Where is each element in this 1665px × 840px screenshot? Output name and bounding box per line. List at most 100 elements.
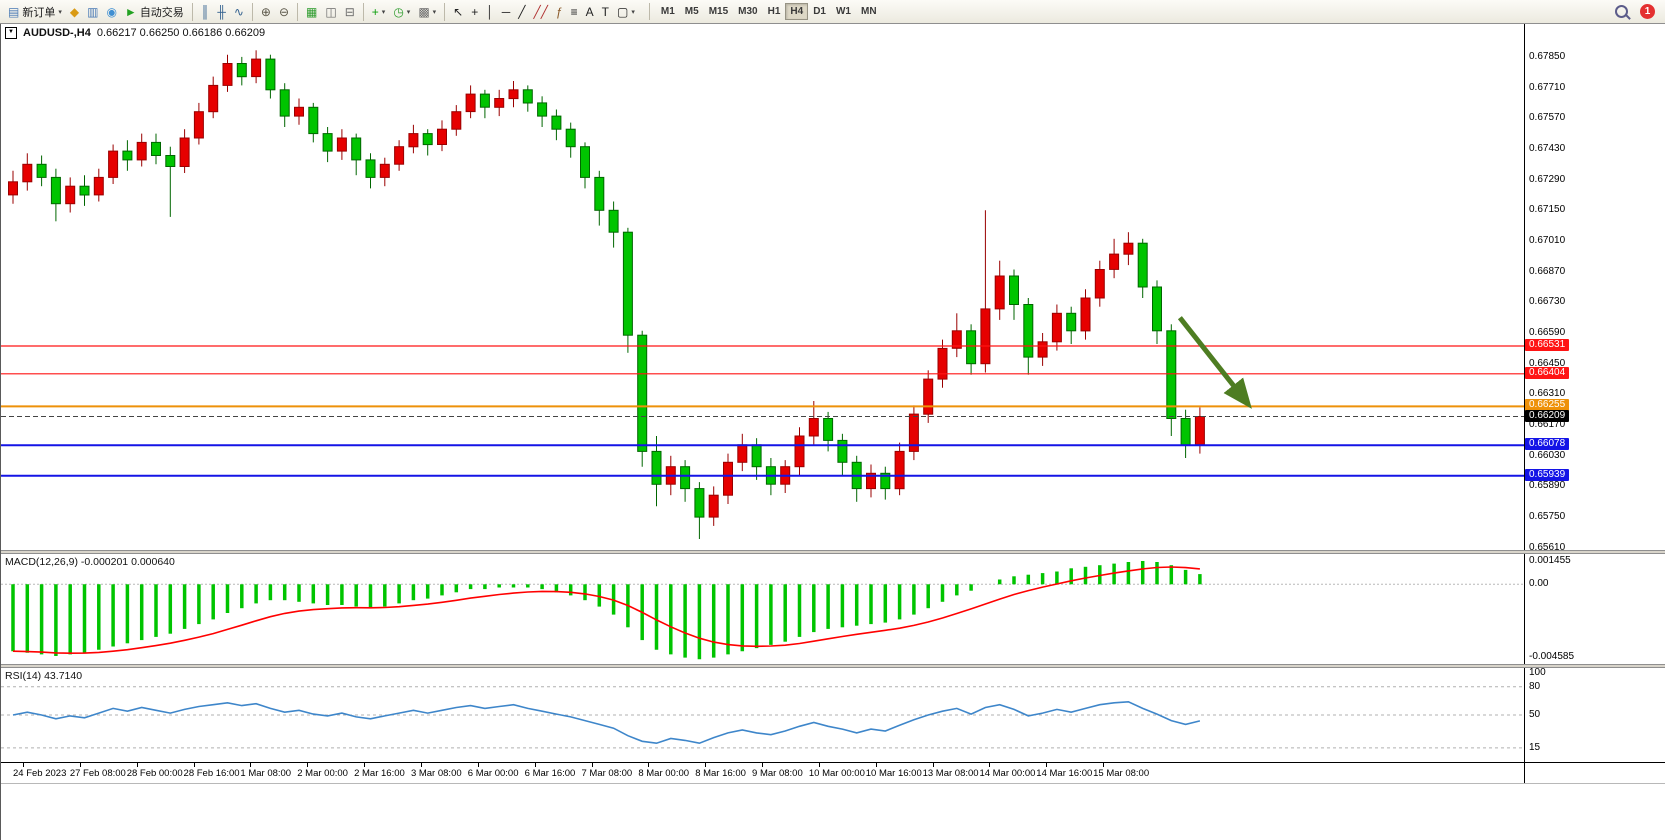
time-axis-label: 10 Mar 00:00 [808, 768, 865, 779]
rsi-indicator-panel[interactable]: RSI(14) 43.7140 [1, 668, 1525, 762]
bar-chart-mode-button[interactable]: ║ [197, 2, 214, 22]
charts-list-button[interactable]: ▥ [83, 2, 102, 22]
toolbar-button-groups: ▤ 新订单 ▾ ◆ ▥ ◉ ► 自动交易 ║ ╫ ∿ ⊕ ⊖ ▦ ◫ ⊟ + ▾ ◷ ▾ ▩ ▾ ↖ + │ ─ ╱ ╱╱ ƒ ≡ A T ▢ ▾ [4, 2, 639, 22]
candle [608, 201, 619, 248]
label-tool-button[interactable]: T [598, 2, 613, 22]
time-axis-label: 6 Mar 00:00 [467, 768, 519, 779]
zoom-in-icon: ⊕ [260, 4, 271, 19]
text-tool-icon: A [585, 4, 594, 19]
candle [494, 89, 505, 117]
candle [208, 76, 219, 119]
channel-tool-button[interactable]: ╱╱ [530, 2, 552, 22]
timeframe-m1-button[interactable]: M1 [656, 3, 680, 20]
candlestick-plot[interactable] [1, 24, 1524, 550]
time-axis-label: 2 Mar 00:00 [297, 768, 348, 779]
candle [108, 144, 119, 184]
crosshair-tool-button[interactable]: + [467, 2, 482, 22]
trendline-tool-button[interactable]: ╱ [514, 2, 529, 22]
zoom-in-button[interactable]: ⊕ [257, 2, 275, 22]
candle [1137, 238, 1148, 298]
candle [880, 466, 891, 500]
arrow-annotation[interactable] [1177, 316, 1252, 409]
axis-corner [1525, 763, 1665, 783]
candle [951, 313, 962, 358]
cursor-tool-button[interactable]: ↖ [449, 2, 467, 22]
candle [322, 127, 333, 163]
new-order-button[interactable]: ▤ 新订单 ▾ [4, 2, 66, 22]
text-tool-button[interactable]: A [582, 2, 598, 22]
candle [422, 129, 433, 156]
candle [294, 98, 304, 125]
candle [694, 482, 705, 539]
price-axis-label: 0.67290 [1529, 173, 1566, 185]
candle [737, 433, 748, 472]
caret-down-icon: ▾ [432, 8, 437, 16]
timeframe-h4-button[interactable]: H4 [785, 3, 809, 20]
timeframe-m15-button[interactable]: M15 [704, 3, 733, 20]
templates-button[interactable]: ▩ ▾ [414, 2, 440, 22]
price-axis-label: 0.67430 [1529, 142, 1566, 154]
shapes-tool-button[interactable]: ▢ ▾ [613, 2, 639, 22]
macd-axis-label: 0.001455 [1529, 555, 1571, 567]
timeframe-d1-button[interactable]: D1 [808, 3, 831, 20]
chart-profile-icon: ◆ [69, 4, 80, 19]
candle [251, 50, 262, 84]
time-axis-label: 28 Feb 00:00 [126, 768, 183, 779]
price-badge: 0.65939 [1525, 468, 1570, 481]
time-axis-tick [79, 763, 81, 767]
price-badge: 0.66078 [1525, 438, 1570, 451]
timeframe-w1-button[interactable]: W1 [831, 3, 856, 20]
autotrade-button[interactable]: ► 自动交易 [121, 2, 188, 22]
timeframe-m5-button[interactable]: M5 [680, 3, 704, 20]
candle [937, 339, 948, 388]
timeframe-mn-button[interactable]: MN [856, 3, 882, 20]
cascade-windows-button[interactable]: ⊟ [341, 2, 359, 22]
collapse-subwindow-button[interactable]: ▼ [5, 27, 17, 39]
price-chart-canvas[interactable]: ▼ AUDUSD-,H4 0.66217 0.66250 0.66186 0.6… [1, 24, 1525, 550]
candle [723, 453, 733, 504]
time-axis[interactable]: 24 Feb 2023 27 Feb 08:00 28 Feb 00:00 28 Fe… [1, 763, 1525, 783]
macd-plot-svg [1, 561, 1524, 660]
tile-windows-icon: ▦ [306, 4, 318, 19]
add-indicator-button[interactable]: + ▾ [368, 2, 390, 22]
candle [351, 133, 362, 176]
candle [93, 168, 104, 202]
horizontal-line-tool-button[interactable]: ─ [498, 2, 515, 22]
fibonacci-tool-button[interactable]: ƒ [552, 2, 567, 22]
search-button[interactable] [1611, 2, 1632, 22]
candle [651, 436, 662, 507]
price-axis-label: 0.66450 [1529, 357, 1566, 369]
candle [994, 260, 1005, 320]
fibonacci-tool-icon: ƒ [555, 4, 563, 19]
candle [851, 455, 862, 502]
price-axis-label: 0.67010 [1529, 234, 1566, 246]
candle [36, 155, 47, 187]
panel-splitter[interactable] [1, 550, 1665, 554]
time-axis-tick [23, 763, 24, 767]
tile-windows-button[interactable]: ▦ [302, 2, 321, 22]
caret-down-icon: ▾ [58, 8, 62, 16]
notification-badge[interactable]: 1 [1640, 4, 1655, 19]
price-axis-label: 0.67850 [1529, 50, 1566, 62]
vertical-line-tool-button[interactable]: │ [482, 2, 498, 22]
panel-splitter[interactable] [1, 664, 1665, 668]
toolbar-separator [297, 2, 299, 21]
zoom-out-button[interactable]: ⊖ [275, 2, 293, 22]
candle [236, 56, 247, 86]
time-axis-row: 24 Feb 2023 27 Feb 08:00 28 Feb 00:00 28 Fe… [1, 762, 1665, 783]
candle [365, 153, 376, 189]
price-axis[interactable]: 0.67850 0.67710 0.67570 0.67430 0.67290 0.671… [1525, 24, 1665, 550]
line-chart-mode-button[interactable]: ∿ [230, 2, 248, 22]
timeframe-h1-button[interactable]: H1 [763, 3, 786, 20]
equidistant-tool-button[interactable]: ≡ [567, 2, 582, 22]
web-terminal-button[interactable]: ◉ [102, 2, 120, 22]
period-selector-button[interactable]: ◷ ▾ [389, 2, 414, 22]
timeframe-m30-button[interactable]: M30 [733, 3, 762, 20]
candle [222, 54, 233, 92]
time-axis-tick [193, 763, 195, 767]
rsi-axis-label: 50 [1529, 709, 1541, 720]
chart-profile-button[interactable]: ◆ [66, 2, 83, 22]
macd-indicator-panel[interactable]: MACD(12,26,9) -0.000201 0.000640 [1, 554, 1525, 664]
candle-chart-mode-button[interactable]: ╫ [213, 2, 230, 22]
arrange-windows-button[interactable]: ◫ [321, 2, 340, 22]
